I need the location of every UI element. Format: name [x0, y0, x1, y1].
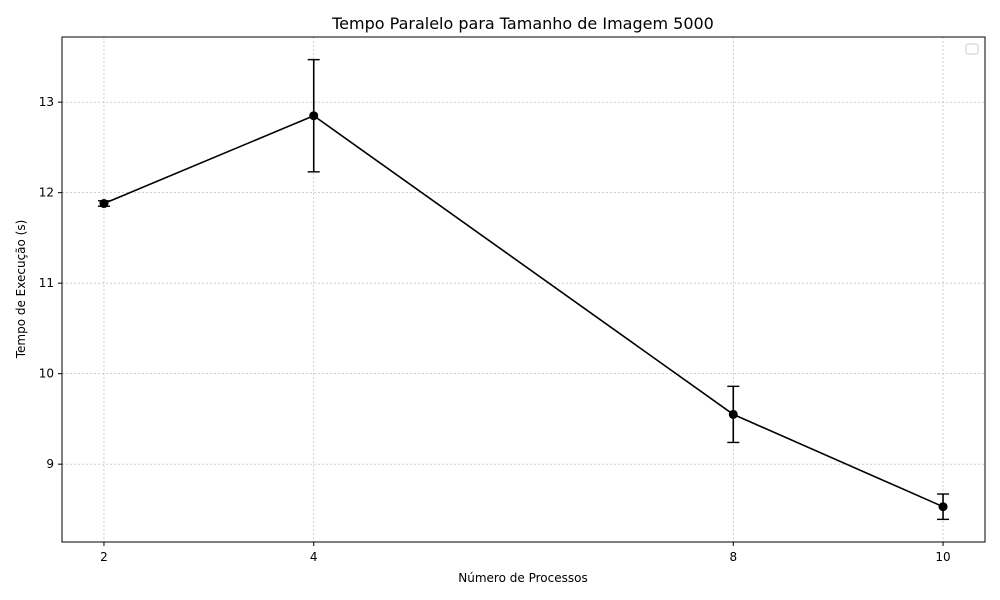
y-tick-label: 9 [46, 457, 54, 471]
y-tick-label: 13 [39, 95, 54, 109]
chart-title: Tempo Paralelo para Tamanho de Imagem 50… [331, 14, 714, 33]
data-point [99, 199, 109, 209]
data-point [728, 409, 738, 419]
y-tick-label: 12 [39, 186, 54, 200]
y-tick-label: 10 [39, 367, 54, 381]
grid [62, 37, 985, 542]
data-point [938, 502, 948, 512]
x-tick-label: 8 [729, 550, 737, 564]
plot-frame [61, 36, 986, 543]
y-axis-label: Tempo de Execução (s) [14, 220, 28, 360]
x-tick-label: 4 [310, 550, 318, 564]
legend-box [965, 43, 979, 55]
x-axis-label: Número de Processos [458, 571, 587, 585]
x-tick-label: 2 [100, 550, 108, 564]
y-tick-label: 11 [39, 276, 54, 290]
ticks: 2 4 8 10 9 10 11 12 13 [39, 95, 951, 564]
series [97, 58, 950, 521]
series-line [103, 114, 944, 508]
x-tick-label: 10 [935, 550, 950, 564]
data-point [309, 111, 319, 121]
